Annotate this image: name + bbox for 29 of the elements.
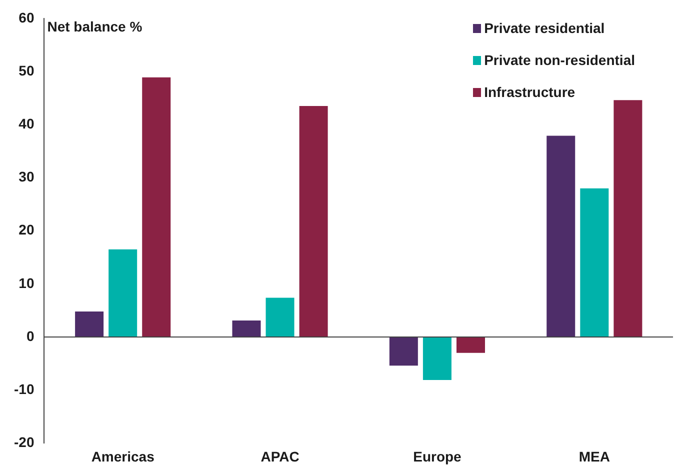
bar bbox=[580, 188, 609, 337]
bar bbox=[299, 106, 328, 337]
y-tick-label: -20 bbox=[14, 434, 34, 450]
y-tick-label: 40 bbox=[18, 115, 34, 132]
bar bbox=[422, 337, 452, 380]
y-tick-label: 30 bbox=[18, 168, 34, 185]
bar bbox=[266, 298, 294, 337]
legend-label: Infrastructure bbox=[484, 84, 576, 100]
y-tick-label: 50 bbox=[18, 62, 34, 78]
y-tick-label: 0 bbox=[26, 328, 34, 344]
x-tick-label: MEA bbox=[578, 448, 610, 464]
bar bbox=[456, 337, 485, 353]
y-axis-title: Net balance % bbox=[47, 18, 143, 34]
legend-label: Private residential bbox=[484, 20, 605, 36]
y-tick-label: 10 bbox=[18, 274, 34, 291]
x-tick-label: Europe bbox=[413, 448, 462, 464]
bar bbox=[142, 77, 171, 337]
bar bbox=[108, 249, 138, 337]
bar bbox=[614, 100, 642, 337]
bar bbox=[546, 136, 576, 337]
bar bbox=[75, 312, 104, 337]
y-tick-label: 60 bbox=[18, 9, 34, 26]
bar bbox=[389, 337, 418, 366]
x-tick-label: Americas bbox=[91, 448, 155, 464]
y-tick-label: 20 bbox=[18, 222, 34, 238]
legend-label: Private non-residential bbox=[484, 52, 635, 68]
x-tick-label: APAC bbox=[260, 448, 300, 464]
y-tick-label: -10 bbox=[14, 380, 34, 397]
bar bbox=[232, 320, 261, 337]
